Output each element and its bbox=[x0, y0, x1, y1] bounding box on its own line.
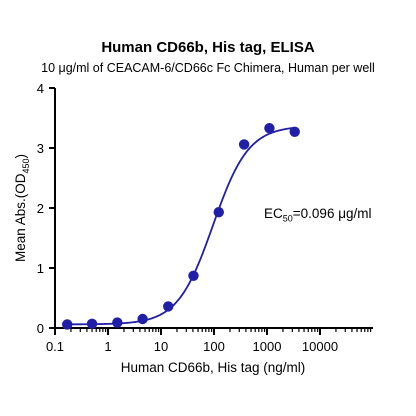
data-point bbox=[238, 139, 250, 150]
x-tick-label: 1000 bbox=[253, 339, 282, 354]
x-tick-label: 100 bbox=[203, 339, 225, 354]
data-point bbox=[289, 126, 300, 137]
y-tick-label: 2 bbox=[37, 201, 44, 216]
y-tick-label: 3 bbox=[37, 141, 44, 156]
data-point bbox=[112, 317, 123, 328]
y-tick-label: 0 bbox=[37, 321, 44, 336]
data-points-layer bbox=[62, 123, 300, 330]
data-point bbox=[163, 301, 174, 312]
data-point bbox=[264, 123, 275, 134]
x-tick-label: 0.1 bbox=[46, 339, 64, 354]
axes: 0 1 2 3 4 0.1 1 10 100 1000 10000 bbox=[37, 81, 373, 354]
chart-subtitle: 10 μg/ml of CEACAM-6/CD66c Fc Chimera, H… bbox=[41, 61, 375, 75]
data-point bbox=[137, 313, 148, 325]
x-tick-label: 10 bbox=[154, 339, 168, 354]
y-tick-label: 1 bbox=[37, 261, 44, 276]
fit-curve bbox=[67, 126, 295, 326]
x-tick-label: 10000 bbox=[302, 339, 338, 354]
fit-curve-layer bbox=[67, 126, 295, 326]
data-point bbox=[86, 318, 98, 329]
data-point bbox=[62, 319, 73, 330]
x-axis-label: Human CD66b, His tag (ng/ml) bbox=[121, 360, 306, 375]
y-tick-label: 4 bbox=[37, 81, 44, 96]
data-point bbox=[188, 270, 199, 281]
chart-title: Human CD66b, His tag, ELISA bbox=[101, 39, 315, 56]
x-tick-label: 1 bbox=[104, 339, 111, 354]
ec50-annotation: EC50=0.096 μg/ml bbox=[264, 206, 372, 224]
data-point bbox=[213, 207, 224, 218]
